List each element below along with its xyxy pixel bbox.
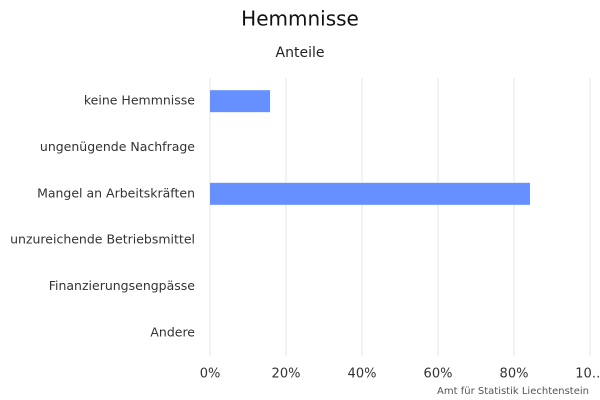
- y-tick-label: Andere: [150, 324, 195, 339]
- chart-title: Hemmnisse: [241, 7, 359, 31]
- y-tick-label: ungenügende Nachfrage: [40, 139, 195, 154]
- bar: [210, 90, 271, 113]
- x-tick-label: 10…: [575, 367, 600, 382]
- y-tick-label: Finanzierungsengpässe: [49, 278, 196, 293]
- x-tick-label: 20%: [272, 367, 301, 382]
- bar: [210, 182, 530, 205]
- chart-subtitle: Anteile: [276, 45, 325, 61]
- y-tick-label: Mangel an Arbeitskräften: [37, 185, 195, 200]
- y-tick-label: keine Hemmnisse: [84, 93, 195, 108]
- source-credit: Amt für Statistik Liechtenstein: [437, 386, 589, 397]
- y-tick-label: unzureichende Betriebsmittel: [10, 232, 195, 247]
- x-tick-label: 60%: [424, 367, 453, 382]
- x-tick-label: 80%: [500, 367, 529, 382]
- x-tick-label: 0%: [200, 367, 221, 382]
- x-tick-label: 40%: [348, 367, 377, 382]
